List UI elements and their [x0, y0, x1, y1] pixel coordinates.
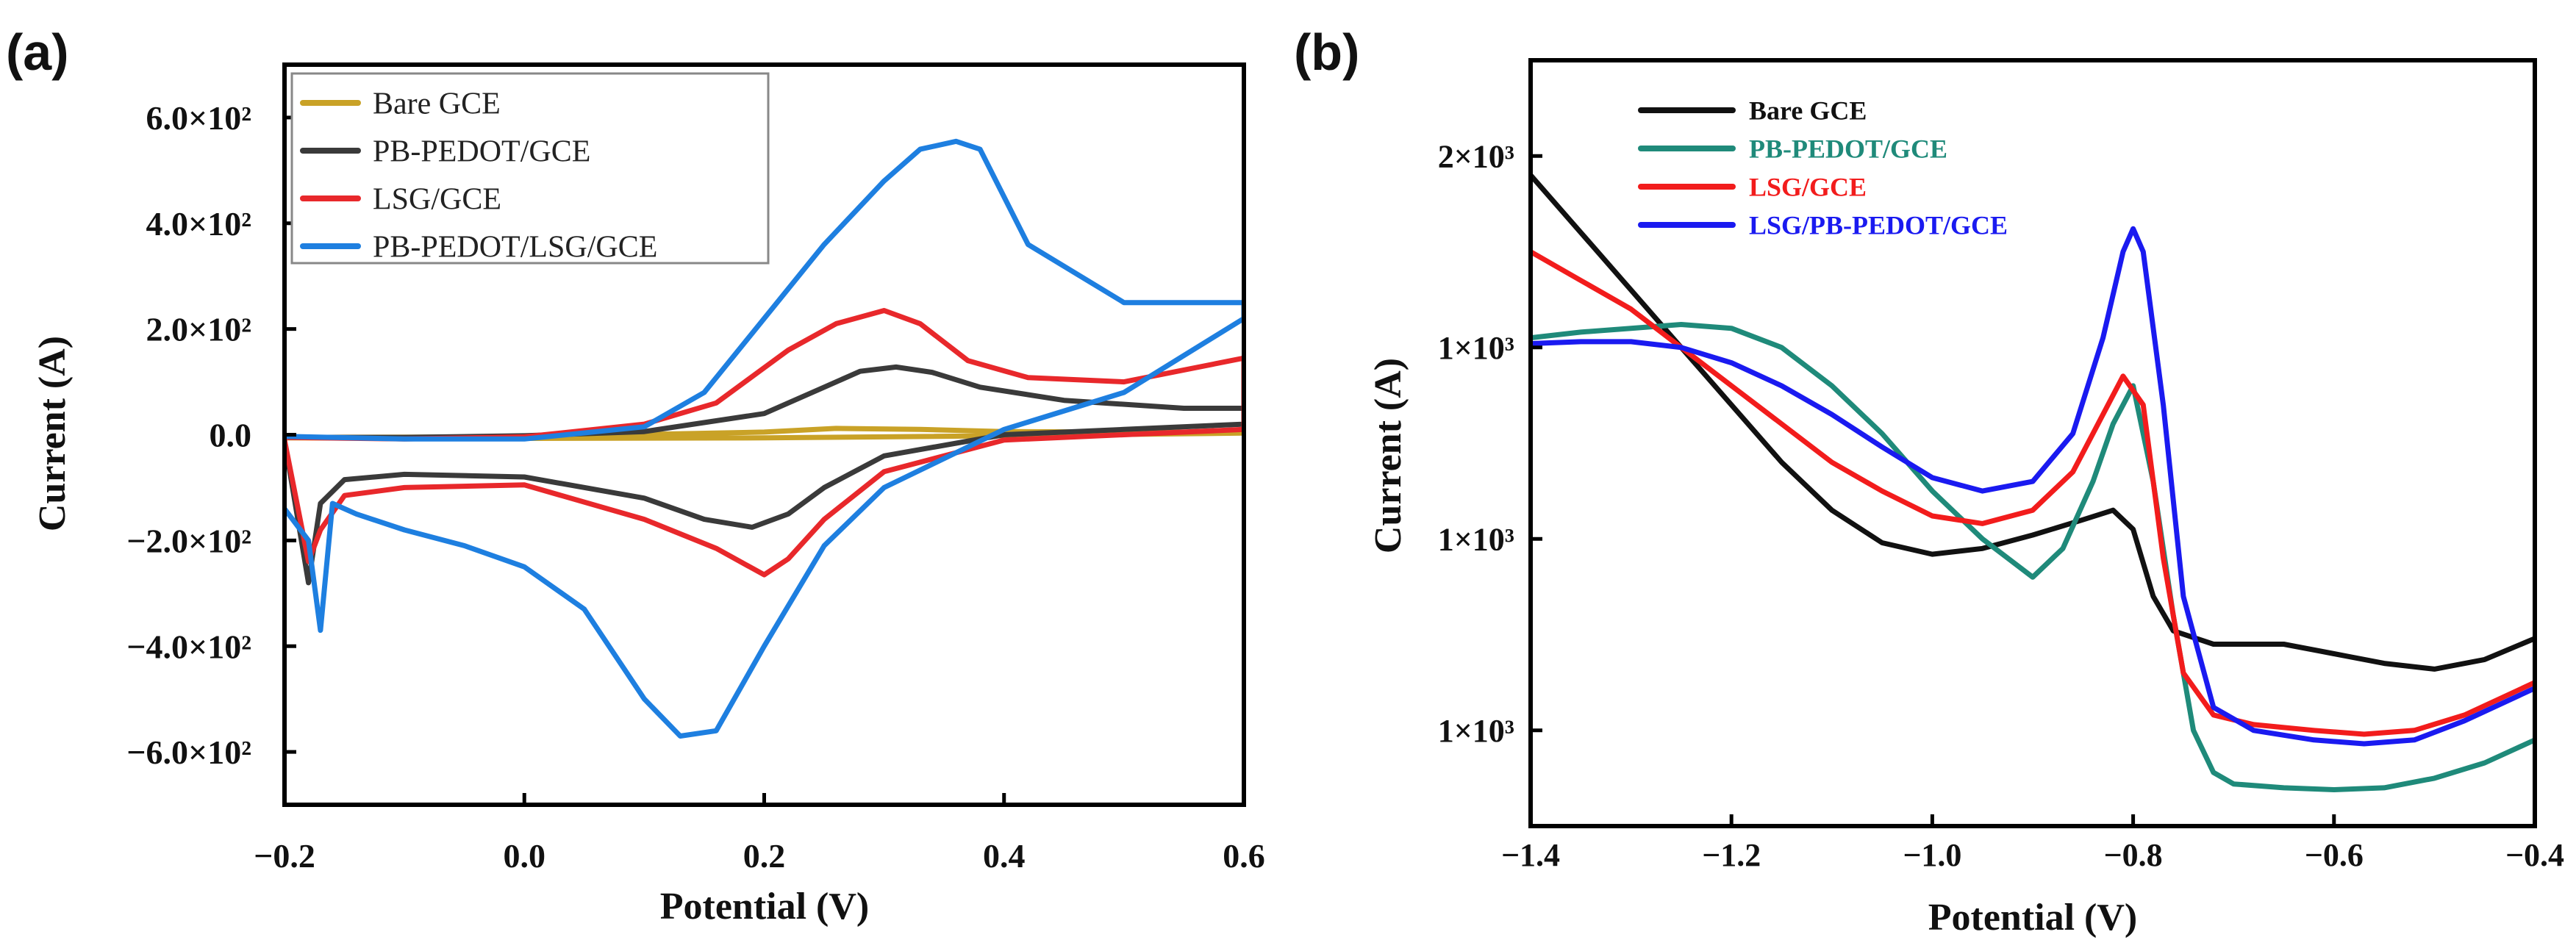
x-tick-label: −0.6 — [2305, 837, 2364, 873]
legend-label: LSG/GCE — [373, 183, 501, 217]
legend-label: PB-PEDOT/GCE — [1749, 134, 1947, 164]
panel-b-label: (b) — [1294, 24, 1359, 81]
y-tick-label: −6.0×10² — [126, 733, 251, 771]
chart-b: (b) −1.4 −1.2 −1.0 −0.8 −0.6 −0.4 2×10³ 1×10³ 1×… — [1294, 24, 2564, 939]
legend-label: Bare GCE — [1749, 96, 1867, 126]
panel-a-label: (a) — [6, 24, 69, 81]
legend-box-a — [290, 72, 770, 265]
series-line-b-0 — [1531, 172, 2535, 672]
series-line-a-3 — [285, 138, 1244, 739]
x-tick-label: −0.4 — [2505, 837, 2564, 873]
plot-frame-b — [1528, 58, 2537, 828]
y-tick-label: 1×10³ — [1438, 330, 1514, 366]
y-tick-label: 2×10³ — [1438, 139, 1514, 175]
series-line-a-0 — [285, 426, 1244, 441]
y-axis-label-b: Current (A) — [1367, 358, 1409, 553]
y-tick-label: 2.0×10² — [146, 311, 251, 348]
legend-label: PB-PEDOT/LSG/GCE — [373, 231, 657, 265]
series-line-b-3 — [1531, 226, 2535, 747]
y-tick-label: 6.0×10² — [146, 99, 251, 137]
series-line-a-2 — [285, 308, 1244, 578]
legend-b: Bare GCE PB-PEDOT/GCE LSG/GCE LSG/PB-PEDOT/… — [1638, 96, 2008, 240]
x-axis-label-a: Potential (V) — [660, 886, 869, 928]
x-tick-label: −0.8 — [2104, 837, 2163, 873]
x-tick-label: 0.6 — [1223, 837, 1265, 875]
x-tick-label: −1.2 — [1702, 837, 1761, 873]
x-tick-label: −1.4 — [1501, 837, 1560, 873]
legend-label: Bare GCE — [373, 87, 501, 121]
y-axis-label-a: Current (A) — [32, 336, 74, 531]
legend-label: PB-PEDOT/GCE — [373, 135, 590, 169]
y-tick-label: 1×10³ — [1438, 713, 1514, 749]
y-tick-label: 1×10³ — [1438, 522, 1514, 558]
chart-a: (a) −0.2 0.0 0.2 0.4 0.6 6.0×10² 4.0×10² 2.0×10… — [6, 24, 1265, 928]
legend-a: Bare GCE PB-PEDOT/GCE LSG/GCE PB-PEDOT/LSG/… — [290, 72, 770, 265]
y-tick-label: −2.0×10² — [126, 522, 251, 559]
legend-label: LSG/PB-PEDOT/GCE — [1749, 211, 2008, 240]
x-tick-label: 0.0 — [504, 837, 546, 875]
x-tick-label: 0.2 — [743, 837, 786, 875]
x-tick-label: 0.4 — [983, 837, 1026, 875]
series-line-a-1 — [285, 364, 1244, 586]
legend-label: LSG/GCE — [1749, 173, 1867, 202]
x-tick-label: −1.0 — [1903, 837, 1961, 873]
y-tick-label: 4.0×10² — [146, 205, 251, 243]
series-line-b-2 — [1531, 249, 2535, 737]
y-tick-label: 0.0 — [210, 417, 252, 454]
y-tick-label: −4.0×10² — [126, 628, 251, 665]
x-axis-label-b: Potential (V) — [1928, 897, 2137, 939]
x-tick-label: −0.2 — [254, 837, 315, 875]
series-line-b-1 — [1531, 322, 2535, 792]
